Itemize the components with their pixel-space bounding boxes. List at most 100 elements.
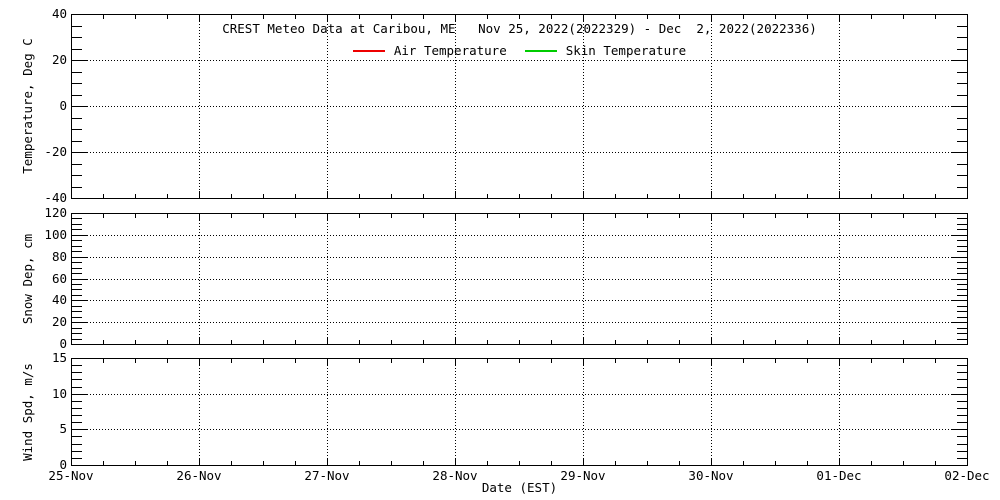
y-tick — [957, 401, 967, 402]
x-tick — [551, 340, 552, 344]
h-gridline — [87, 60, 952, 61]
y-tick — [72, 379, 82, 380]
x-tick — [295, 15, 296, 19]
legend-item-skin-temperature: Skin Temperature — [524, 43, 687, 58]
x-tick — [551, 15, 552, 19]
x-tick — [359, 194, 360, 198]
panel-temperature — [71, 14, 968, 199]
x-tick — [679, 340, 680, 344]
y-tick — [952, 60, 967, 61]
x-tick — [871, 15, 872, 19]
x-tick — [423, 194, 424, 198]
y-tick — [957, 262, 967, 263]
x-tick — [647, 461, 648, 465]
y-tick — [957, 129, 967, 130]
y-tick — [957, 339, 967, 340]
y-tick — [952, 152, 967, 153]
x-tick — [903, 214, 904, 218]
x-tick — [551, 359, 552, 363]
x-tick — [295, 461, 296, 465]
y-tick — [72, 262, 82, 263]
y-tick — [72, 339, 82, 340]
h-gridline — [87, 106, 952, 107]
legend-label-air-temperature: Air Temperature — [393, 43, 507, 58]
v-gridline — [711, 359, 712, 465]
x-tick — [359, 340, 360, 344]
x-tick — [263, 194, 264, 198]
x-tick — [743, 15, 744, 19]
y-tick — [72, 83, 82, 84]
x-tick — [775, 214, 776, 218]
y-tick — [952, 279, 967, 280]
y-tick — [72, 289, 82, 290]
x-tick — [103, 461, 104, 465]
x-tick — [807, 194, 808, 198]
y-tick-label: 0 — [59, 336, 67, 351]
y-tick — [72, 295, 82, 296]
x-tick — [263, 214, 264, 218]
y-tick — [72, 229, 82, 230]
x-tick — [679, 214, 680, 218]
x-tick — [199, 214, 200, 221]
x-tick — [519, 461, 520, 465]
y-tick-label: 0 — [59, 98, 67, 113]
x-tick — [871, 461, 872, 465]
y-tick-label: 120 — [44, 205, 67, 220]
x-tick — [327, 191, 328, 198]
x-tick — [583, 214, 584, 221]
x-tick — [839, 458, 840, 465]
x-tick — [103, 194, 104, 198]
y-tick — [957, 273, 967, 274]
x-tick — [231, 214, 232, 218]
x-tick — [231, 340, 232, 344]
y-tick — [72, 187, 82, 188]
y-tick — [72, 224, 82, 225]
y-tick — [952, 429, 967, 430]
y-tick — [957, 328, 967, 329]
y-tick — [72, 322, 87, 323]
y-tick — [957, 218, 967, 219]
y-tick — [72, 333, 82, 334]
x-tick — [679, 194, 680, 198]
y-tick-label: 15 — [51, 350, 67, 365]
h-gridline — [87, 235, 952, 236]
x-tick — [391, 194, 392, 198]
x-tick — [455, 337, 456, 344]
x-tick — [231, 194, 232, 198]
x-tick — [519, 214, 520, 218]
x-tick — [839, 214, 840, 221]
y-tick — [952, 106, 967, 107]
x-tick — [263, 359, 264, 363]
x-tick — [839, 337, 840, 344]
x-tick — [583, 191, 584, 198]
x-tick-label: 02-Dec — [944, 468, 990, 483]
x-tick — [583, 15, 584, 22]
y-tick-label: 0 — [59, 457, 67, 472]
x-tick — [775, 15, 776, 19]
y-tick — [72, 284, 82, 285]
y-tick — [72, 394, 87, 395]
x-tick-label: 30-Nov — [688, 468, 734, 483]
x-tick — [903, 15, 904, 19]
x-tick — [487, 461, 488, 465]
x-tick — [391, 15, 392, 19]
y-tick — [72, 311, 82, 312]
x-tick — [839, 15, 840, 22]
h-gridline — [87, 152, 952, 153]
x-tick — [455, 359, 456, 366]
legend-label-skin-temperature: Skin Temperature — [565, 43, 687, 58]
y-tick — [957, 451, 967, 452]
x-tick — [263, 461, 264, 465]
x-tick — [839, 191, 840, 198]
y-tick — [72, 365, 82, 366]
x-tick — [327, 214, 328, 221]
y-tick — [957, 37, 967, 38]
x-tick — [711, 191, 712, 198]
x-tick — [487, 194, 488, 198]
v-gridline — [455, 359, 456, 465]
x-tick — [391, 461, 392, 465]
y-tick-label: 60 — [51, 271, 67, 286]
y-tick — [957, 379, 967, 380]
y-tick — [72, 422, 82, 423]
